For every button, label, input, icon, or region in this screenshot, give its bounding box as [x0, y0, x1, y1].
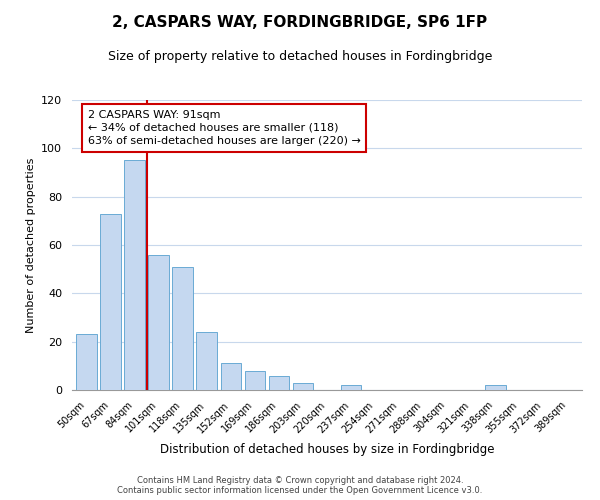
Bar: [221, 364, 241, 390]
Bar: [245, 370, 265, 390]
Bar: [485, 385, 506, 390]
Y-axis label: Number of detached properties: Number of detached properties: [26, 158, 35, 332]
Text: 2, CASPARS WAY, FORDINGBRIDGE, SP6 1FP: 2, CASPARS WAY, FORDINGBRIDGE, SP6 1FP: [112, 15, 488, 30]
Bar: [172, 267, 193, 390]
Bar: [196, 332, 217, 390]
Bar: [293, 383, 313, 390]
Text: 2 CASPARS WAY: 91sqm
← 34% of detached houses are smaller (118)
63% of semi-deta: 2 CASPARS WAY: 91sqm ← 34% of detached h…: [88, 110, 361, 146]
Bar: [148, 254, 169, 390]
Text: Contains HM Land Registry data © Crown copyright and database right 2024.
Contai: Contains HM Land Registry data © Crown c…: [118, 476, 482, 495]
Bar: [269, 376, 289, 390]
Text: Size of property relative to detached houses in Fordingbridge: Size of property relative to detached ho…: [108, 50, 492, 63]
X-axis label: Distribution of detached houses by size in Fordingbridge: Distribution of detached houses by size …: [160, 443, 494, 456]
Bar: [76, 334, 97, 390]
Bar: [341, 385, 361, 390]
Bar: [100, 214, 121, 390]
Bar: [124, 160, 145, 390]
